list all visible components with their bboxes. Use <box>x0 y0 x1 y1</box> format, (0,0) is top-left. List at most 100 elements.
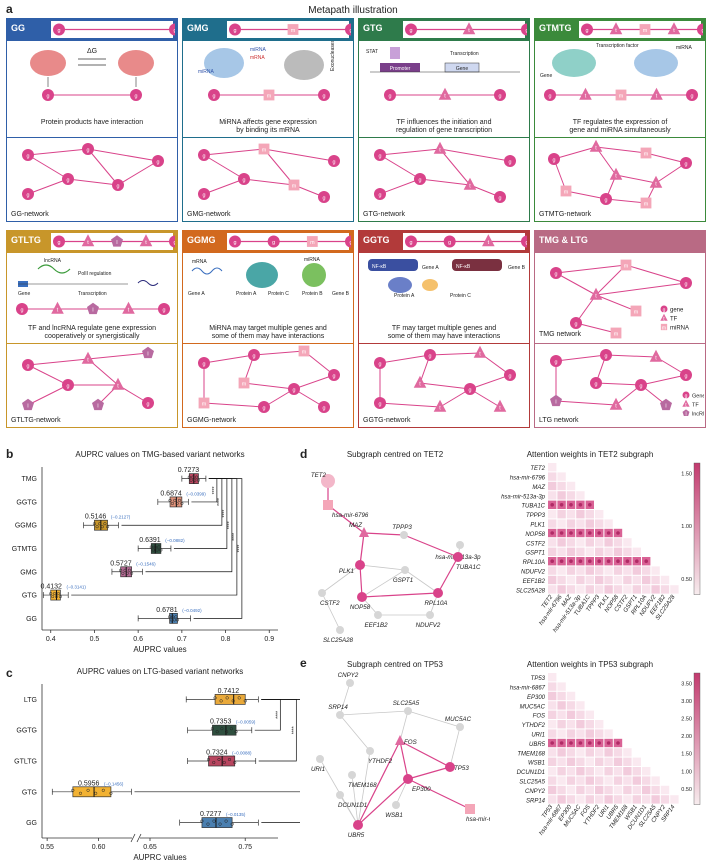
data-point <box>100 525 104 529</box>
median-label: 0.7324 <box>206 750 228 757</box>
mirna-node <box>263 89 275 101</box>
sig-bracket <box>193 478 243 619</box>
stat-icon <box>390 47 400 59</box>
box-gtg <box>42 589 69 601</box>
heatmap-cell <box>604 776 613 785</box>
heatmap-dot <box>550 741 554 745</box>
heatmap-cell <box>632 575 641 585</box>
node-m: m <box>263 89 275 101</box>
heatmap-cell <box>623 776 632 785</box>
node-glyph: g <box>410 28 413 34</box>
heatmap-dot <box>597 741 601 745</box>
heatmap-cell <box>548 767 557 776</box>
heatmap-cell <box>557 720 566 729</box>
heatmap-cell <box>595 776 604 785</box>
edge <box>243 178 295 186</box>
edge <box>379 402 441 408</box>
edge <box>379 148 441 156</box>
heatmap-title: Attention weights in TET2 subgraph <box>527 450 654 459</box>
x-tick-label: 0.4 <box>46 636 56 643</box>
heatmap-cell <box>566 538 576 547</box>
node-m: m <box>298 345 310 357</box>
node-l: l <box>660 398 672 411</box>
heatmap-cell <box>566 729 576 738</box>
mirna-node <box>298 345 310 357</box>
metapath-illustration: NF-κB NF-κB Gene A Gene B Protein A Protein C <box>368 259 526 299</box>
tf-node <box>609 397 623 410</box>
node-label: MUC5AC <box>445 716 472 723</box>
node-glyph: m <box>644 201 649 207</box>
node-glyph: t <box>117 383 119 389</box>
edge <box>379 154 421 180</box>
edge <box>553 146 597 160</box>
gene-node <box>22 188 34 200</box>
data-point <box>177 498 182 502</box>
lncrna-node <box>660 398 672 411</box>
metapath-tag: GGTG <box>363 235 390 245</box>
node-g: g <box>635 379 647 391</box>
heatmap-cell <box>623 566 632 575</box>
label: miRNA <box>250 47 266 53</box>
node-g: g <box>16 303 28 315</box>
nfkb-box <box>368 259 418 271</box>
data-point <box>231 699 235 703</box>
gene-node <box>229 23 241 36</box>
y-tick-label: GGTG <box>16 499 37 506</box>
heatmap-cell <box>557 701 566 710</box>
heatmap-cell <box>585 566 594 575</box>
metapath-gmg: GMG g m g miRNA mRNA miRNA Exonucleases g m g MiRNA… <box>182 18 354 222</box>
delta-label: (−0.1456) <box>104 781 124 786</box>
colorbar-label: 0.50 <box>681 787 692 793</box>
gene-node <box>158 303 170 315</box>
node-glyph: g <box>163 307 166 313</box>
heatmap-cell <box>613 538 623 547</box>
node-g: g <box>318 191 330 203</box>
gene-node <box>680 157 692 169</box>
metapath-tag: GTMTG <box>539 23 572 33</box>
heatmap-cell <box>613 566 623 575</box>
node-dcun1d1 <box>336 791 344 799</box>
protein-blob <box>302 263 326 287</box>
node-g: g <box>570 317 582 329</box>
metapath-gg: GGggΔGggProtein products have interactio… <box>6 18 178 222</box>
node-glyph: g <box>117 183 120 189</box>
mirna-node <box>640 147 652 159</box>
gene-node <box>550 355 562 367</box>
tf-node <box>81 234 95 247</box>
legend-marker: m <box>660 323 668 331</box>
node-g: g <box>22 149 34 161</box>
heatmap-cell <box>557 757 566 766</box>
sig-stars: **** <box>291 726 297 734</box>
data-point <box>222 760 226 765</box>
heatmap-cell <box>613 767 623 776</box>
heatmap-row-label: FOS <box>533 714 545 720</box>
node-g: g <box>680 277 692 289</box>
chain-node-g: g <box>405 235 417 248</box>
heatmap-row-label: MUC5AC <box>520 704 546 710</box>
metapath-description: TF influences the initiation and regulati… <box>395 119 493 134</box>
gene-node <box>169 235 175 248</box>
data-point <box>225 730 229 734</box>
legend-label: gene <box>670 308 684 314</box>
heatmap-cell <box>613 547 623 556</box>
gene-node <box>494 191 506 203</box>
data-point <box>153 545 157 549</box>
node-g: g <box>550 267 562 279</box>
gene-node <box>504 369 516 381</box>
node-glyph: t <box>655 181 657 187</box>
edge <box>615 174 657 184</box>
protein-blob <box>204 48 244 78</box>
heatmap-row-label: EP300 <box>527 695 546 701</box>
tf-node <box>589 287 603 300</box>
node-glyph: g <box>27 192 30 198</box>
node-glyph: t <box>685 402 687 408</box>
lncrna-node <box>682 409 690 416</box>
node-g: g <box>600 349 612 361</box>
x-tick-label: 0.5 <box>90 636 100 643</box>
node-glyph: g <box>333 373 336 379</box>
data-point <box>53 592 57 596</box>
data-point <box>206 822 210 826</box>
chain-node-t: t <box>482 234 495 247</box>
edge <box>27 358 89 366</box>
edge <box>595 382 642 386</box>
